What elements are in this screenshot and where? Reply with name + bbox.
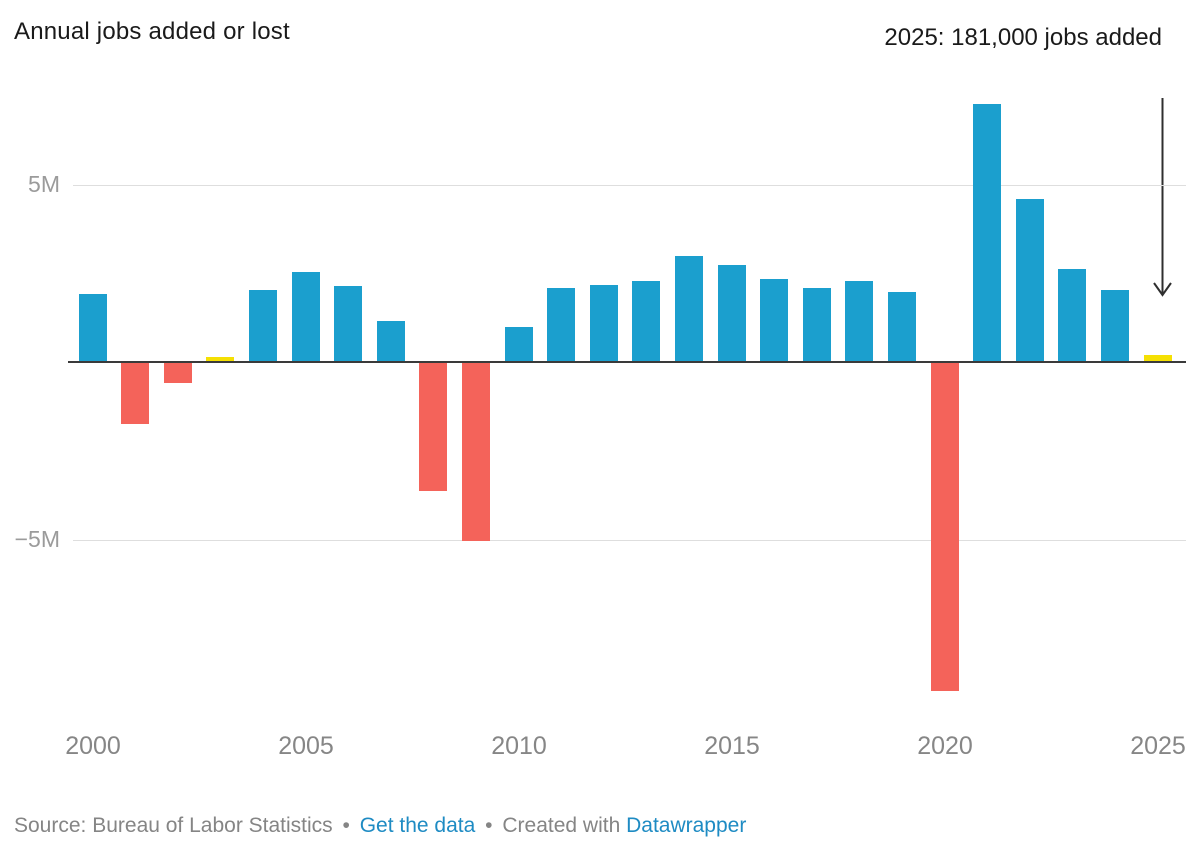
bar-2013 — [632, 281, 660, 361]
x-axis-tick-2010: 2010 — [491, 732, 547, 760]
bar-2008 — [419, 363, 447, 491]
bar-2005 — [292, 272, 320, 361]
bar-2022 — [1016, 199, 1044, 361]
bar-2019 — [888, 292, 916, 361]
x-axis-baseline — [68, 361, 1186, 363]
source-label: Source: Bureau of Labor Statistics — [14, 814, 333, 837]
bar-2023 — [1058, 269, 1086, 361]
bar-2024 — [1101, 290, 1129, 361]
x-axis-tick-2000: 2000 — [65, 732, 121, 760]
bar-2004 — [249, 290, 277, 361]
datawrapper-link[interactable]: Datawrapper — [626, 814, 747, 837]
arrow-down-icon — [1153, 98, 1172, 297]
x-axis-tick-2005: 2005 — [278, 732, 334, 760]
bar-2010 — [505, 327, 533, 361]
bar-2025 — [1144, 355, 1172, 361]
bar-2002 — [164, 363, 192, 383]
bar-2018 — [845, 281, 873, 361]
footer-separator: • — [485, 814, 493, 837]
bar-2003 — [206, 357, 234, 361]
chart-title: Annual jobs added or lost — [14, 18, 290, 45]
bar-2007 — [377, 321, 405, 361]
bar-2011 — [547, 288, 575, 361]
gridline-−5M — [73, 540, 1186, 541]
chart-annotation: 2025: 181,000 jobs added — [884, 24, 1162, 51]
x-axis-tick-2025: 2025 — [1130, 732, 1186, 760]
bar-2016 — [760, 279, 788, 361]
bar-2014 — [675, 256, 703, 361]
bar-2020 — [931, 363, 959, 691]
x-axis-tick-2015: 2015 — [704, 732, 760, 760]
bar-2000 — [79, 294, 107, 361]
footer-separator: • — [342, 814, 350, 837]
y-axis-tick-5M: 5M — [28, 171, 60, 197]
get-the-data-link[interactable]: Get the data — [359, 814, 476, 837]
bar-2017 — [803, 288, 831, 361]
bar-2009 — [462, 363, 490, 541]
y-axis-tick-−5M: −5M — [14, 526, 60, 552]
bar-2012 — [590, 285, 618, 361]
bar-2015 — [718, 265, 746, 361]
bar-2001 — [121, 363, 149, 424]
gridline-5M — [73, 185, 1186, 186]
created-with-label: Created with — [502, 814, 621, 837]
bar-2021 — [973, 104, 1001, 361]
chart-footer: Source: Bureau of Labor Statistics • Get… — [14, 814, 746, 838]
bar-2006 — [334, 286, 362, 361]
x-axis-tick-2020: 2020 — [917, 732, 973, 760]
